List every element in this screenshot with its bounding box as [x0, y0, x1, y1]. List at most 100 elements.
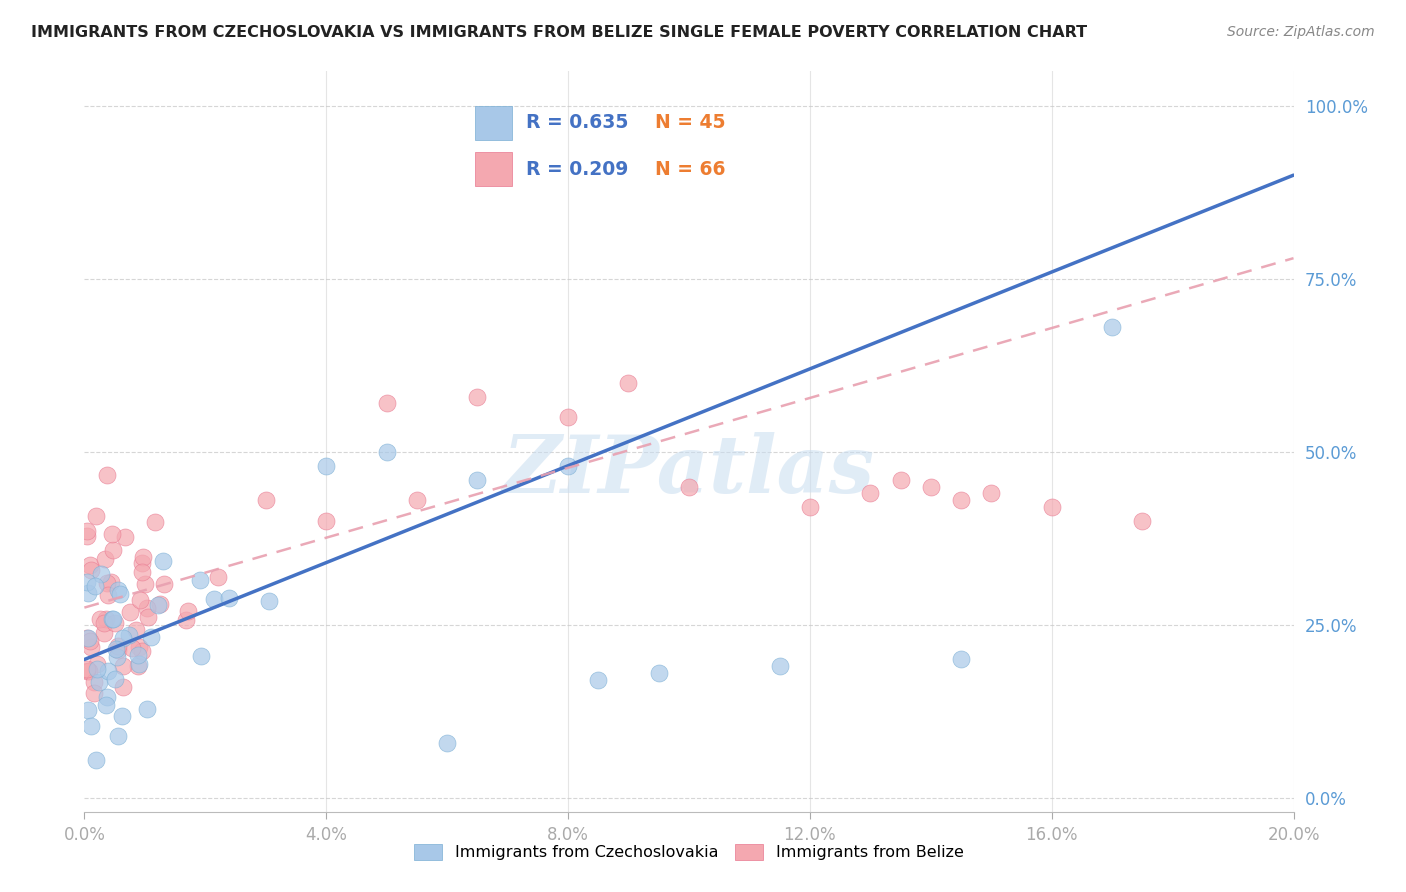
Text: Source: ZipAtlas.com: Source: ZipAtlas.com	[1227, 25, 1375, 39]
Point	[96, 698, 118, 712]
Point	[436, 735, 458, 749]
Point	[134, 577, 156, 591]
Point	[97, 588, 120, 602]
Point	[190, 649, 212, 664]
Text: R = 0.209: R = 0.209	[526, 160, 628, 178]
Point	[111, 631, 134, 645]
Point	[111, 709, 134, 723]
Legend: Immigrants from Czechoslovakia, Immigrants from Belize: Immigrants from Czechoslovakia, Immigran…	[408, 838, 970, 867]
Point	[190, 573, 212, 587]
Point	[76, 529, 98, 543]
Point	[94, 612, 117, 626]
Point	[84, 754, 107, 768]
Point	[202, 591, 225, 606]
Point	[86, 662, 108, 676]
Point	[127, 648, 149, 662]
Point	[93, 551, 115, 566]
Point	[135, 701, 157, 715]
Point	[131, 565, 153, 579]
Text: ZIPatlas: ZIPatlas	[503, 433, 875, 510]
Point	[90, 566, 112, 581]
Point	[107, 730, 129, 744]
Point	[467, 473, 489, 487]
Point	[648, 666, 671, 681]
Point	[920, 479, 942, 493]
Point	[128, 657, 150, 671]
Point	[174, 613, 197, 627]
Point	[980, 486, 1002, 500]
Point	[1130, 514, 1153, 528]
Point	[257, 593, 280, 607]
Point	[76, 664, 98, 678]
Point	[950, 493, 973, 508]
Point	[107, 583, 129, 598]
Point	[101, 612, 124, 626]
Point	[207, 570, 229, 584]
Point	[121, 640, 143, 655]
Text: IMMIGRANTS FROM CZECHOSLOVAKIA VS IMMIGRANTS FROM BELIZE SINGLE FEMALE POVERTY C: IMMIGRANTS FROM CZECHOSLOVAKIA VS IMMIGR…	[31, 25, 1087, 40]
Point	[89, 675, 111, 690]
Point	[135, 600, 157, 615]
Point	[254, 493, 277, 508]
Point	[114, 530, 136, 544]
Point	[104, 641, 127, 656]
Point	[77, 703, 100, 717]
Point	[120, 605, 142, 619]
Point	[104, 615, 127, 630]
Text: N = 66: N = 66	[655, 160, 725, 178]
Point	[93, 625, 115, 640]
Point	[127, 659, 149, 673]
Point	[128, 640, 150, 655]
Point	[96, 467, 118, 482]
Point	[84, 509, 107, 524]
Point	[557, 458, 579, 473]
Point	[678, 479, 700, 493]
Point	[146, 599, 169, 613]
Point	[112, 680, 135, 694]
Point	[107, 640, 129, 654]
Point	[141, 630, 163, 644]
Point	[80, 640, 103, 655]
Point	[143, 515, 166, 529]
Point	[96, 575, 118, 590]
Point	[315, 514, 337, 528]
Point	[131, 643, 153, 657]
Point	[93, 615, 115, 630]
Text: R = 0.635: R = 0.635	[526, 113, 628, 132]
Point	[80, 563, 103, 577]
Point	[118, 628, 141, 642]
Point	[617, 376, 640, 390]
Point	[467, 390, 489, 404]
Point	[557, 410, 579, 425]
Point	[83, 675, 105, 690]
Point	[76, 574, 98, 589]
Point	[107, 642, 129, 657]
Text: N = 45: N = 45	[655, 113, 725, 132]
Point	[76, 586, 98, 600]
Point	[149, 597, 172, 611]
Point	[79, 558, 101, 572]
Point	[1040, 500, 1063, 515]
Point	[375, 396, 398, 410]
FancyBboxPatch shape	[475, 106, 512, 140]
Point	[79, 664, 101, 678]
Point	[76, 662, 98, 676]
Point	[104, 672, 127, 686]
Point	[108, 587, 131, 601]
Point	[96, 664, 118, 678]
Point	[1101, 320, 1123, 334]
Point	[131, 556, 153, 570]
Point	[77, 631, 100, 645]
Point	[406, 493, 429, 508]
Point	[152, 577, 174, 591]
Point	[890, 473, 912, 487]
Point	[103, 612, 125, 626]
Point	[101, 527, 124, 541]
Point	[218, 591, 240, 606]
Point	[128, 592, 150, 607]
Point	[84, 579, 107, 593]
Point	[79, 633, 101, 648]
Point	[101, 543, 124, 558]
Point	[76, 524, 98, 539]
Point	[176, 604, 198, 618]
